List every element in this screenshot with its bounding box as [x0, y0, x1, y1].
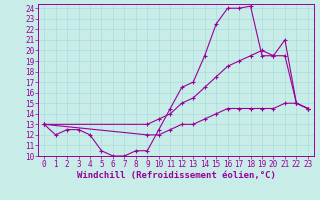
- X-axis label: Windchill (Refroidissement éolien,°C): Windchill (Refroidissement éolien,°C): [76, 171, 276, 180]
